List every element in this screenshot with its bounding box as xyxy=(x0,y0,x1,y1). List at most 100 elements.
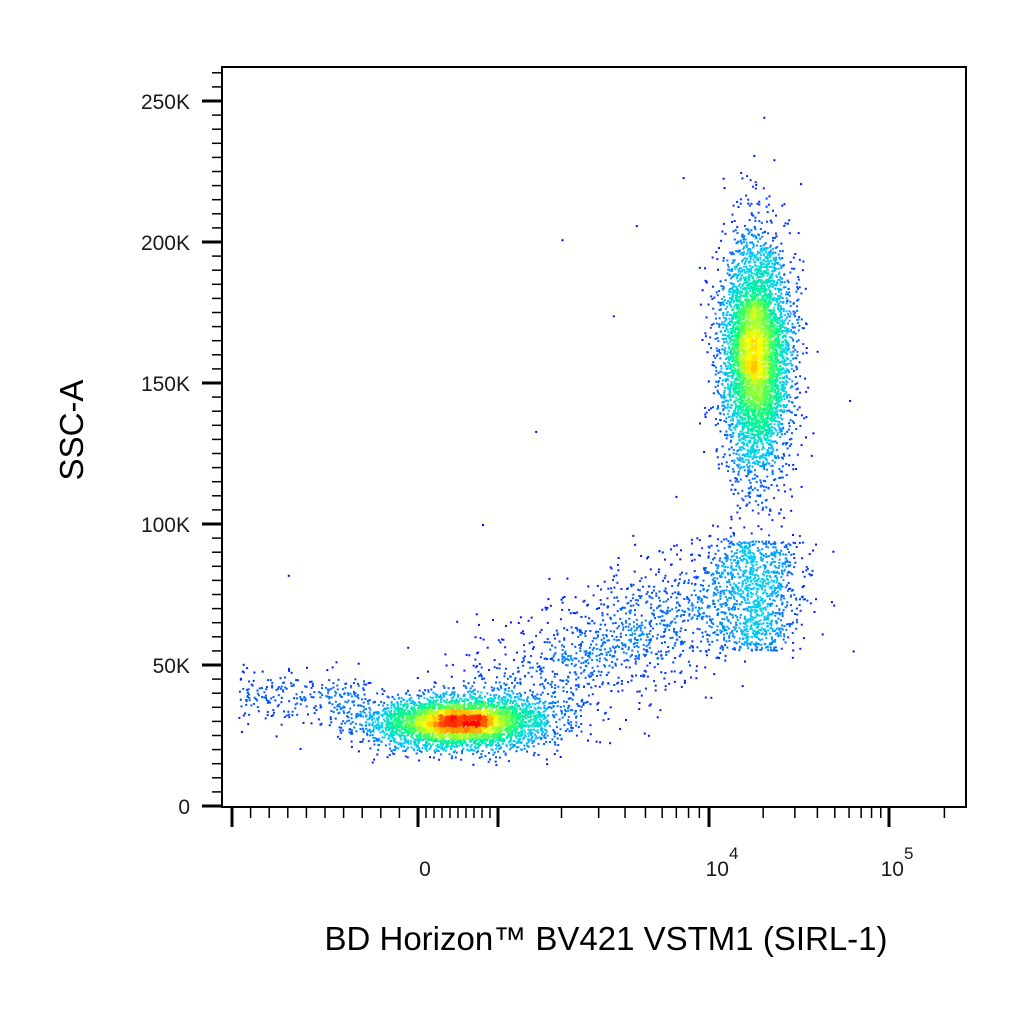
event-point xyxy=(346,711,349,714)
event-point xyxy=(418,738,420,741)
event-point xyxy=(502,742,504,745)
event-point xyxy=(513,740,516,742)
event-point xyxy=(489,722,492,725)
event-point xyxy=(570,726,573,729)
event-point xyxy=(480,675,483,678)
event-point xyxy=(517,718,520,721)
event-point xyxy=(422,726,425,729)
event-point xyxy=(722,538,725,541)
event-point xyxy=(497,702,500,705)
event-point xyxy=(498,727,501,730)
event-point xyxy=(452,708,455,711)
event-point xyxy=(527,716,529,718)
event-point xyxy=(542,723,545,726)
event-point xyxy=(330,710,333,712)
event-point xyxy=(530,715,533,718)
event-point xyxy=(535,719,538,722)
event-point xyxy=(738,517,741,520)
event-point xyxy=(423,709,426,712)
event-point xyxy=(476,699,479,702)
event-point xyxy=(424,708,427,711)
event-point xyxy=(521,710,524,713)
event-point xyxy=(456,724,459,727)
event-point xyxy=(492,710,494,713)
event-point xyxy=(499,706,502,709)
event-point xyxy=(354,678,357,681)
event-point xyxy=(532,718,535,721)
event-point xyxy=(432,740,435,743)
event-point xyxy=(499,739,502,742)
event-point xyxy=(256,699,259,702)
event-point xyxy=(520,748,523,751)
event-point xyxy=(380,714,383,716)
event-point xyxy=(543,716,546,719)
event-point xyxy=(519,738,521,741)
event-point xyxy=(474,701,477,704)
event-point xyxy=(476,746,479,749)
event-point xyxy=(707,571,710,574)
event-point xyxy=(596,584,599,587)
event-point xyxy=(520,694,522,697)
event-point xyxy=(619,632,622,635)
event-point xyxy=(406,712,409,715)
event-point xyxy=(311,685,314,687)
event-point xyxy=(535,634,538,637)
event-point xyxy=(417,697,420,700)
event-point xyxy=(290,682,292,685)
event-point xyxy=(443,730,446,733)
event-point xyxy=(497,724,500,727)
event-point xyxy=(463,739,466,742)
event-point xyxy=(538,711,541,713)
event-point xyxy=(384,720,387,723)
event-point xyxy=(373,740,376,742)
event-point xyxy=(488,708,491,711)
event-point xyxy=(427,690,430,693)
event-point xyxy=(474,737,477,740)
event-point xyxy=(552,659,555,662)
event-point xyxy=(487,723,490,726)
event-point xyxy=(445,702,448,705)
event-point xyxy=(454,731,457,734)
event-point xyxy=(658,590,661,593)
event-point xyxy=(539,707,542,709)
event-point xyxy=(433,711,436,714)
event-point xyxy=(448,704,451,707)
event-point xyxy=(569,709,572,712)
event-point xyxy=(365,708,368,710)
event-point xyxy=(454,706,457,709)
event-point xyxy=(313,712,316,715)
event-point xyxy=(567,721,570,724)
event-point xyxy=(359,728,362,730)
event-point xyxy=(542,702,545,705)
event-point xyxy=(664,587,667,590)
event-point xyxy=(432,714,435,717)
event-point xyxy=(693,576,696,579)
event-point xyxy=(396,704,399,707)
event-point xyxy=(506,731,509,734)
event-point xyxy=(343,712,346,714)
event-point xyxy=(330,696,333,699)
event-point xyxy=(359,723,362,726)
event-point xyxy=(543,725,546,727)
event-point xyxy=(457,695,460,698)
event-point xyxy=(422,707,425,710)
event-point xyxy=(698,606,700,609)
event-point xyxy=(373,743,376,746)
event-point xyxy=(518,717,521,720)
event-point xyxy=(440,714,443,717)
event-point xyxy=(545,716,547,719)
event-point xyxy=(362,710,364,713)
event-point xyxy=(483,733,486,736)
event-point xyxy=(407,720,410,723)
event-point xyxy=(406,731,409,734)
event-point xyxy=(484,695,486,698)
event-point xyxy=(429,746,432,749)
event-point xyxy=(446,729,449,732)
event-point xyxy=(458,716,461,719)
event-point xyxy=(387,707,390,710)
event-point xyxy=(552,729,555,732)
event-point xyxy=(571,709,574,712)
event-point xyxy=(440,747,443,750)
event-point xyxy=(450,702,452,705)
event-point xyxy=(394,707,397,710)
